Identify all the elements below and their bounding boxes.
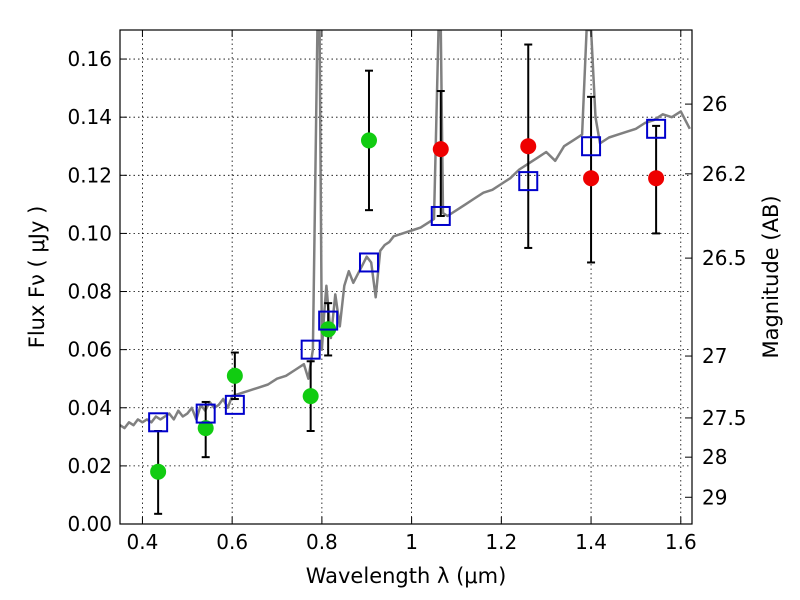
y-tick-label: 0.00 (67, 512, 112, 536)
model-band-square (300, 339, 321, 360)
y2-tick-label: 29 (702, 485, 727, 509)
model-band-square (195, 403, 216, 424)
y-tick-label: 0.12 (67, 163, 112, 187)
y2-tick-label: 28 (702, 445, 727, 469)
model-band-square (581, 136, 602, 157)
green-data-point (150, 463, 167, 480)
model-spectrum-line (120, 30, 691, 430)
green-data-point (360, 132, 377, 149)
model-band-square (148, 412, 169, 433)
green-data-point (302, 388, 319, 405)
x-tick-label: 0.4 (127, 530, 159, 554)
y2-tick-label: 26.5 (702, 246, 747, 270)
x-tick-label: 0.6 (216, 530, 248, 554)
y2-tick-label: 26 (702, 92, 727, 116)
x-tick-label: 1.4 (575, 530, 607, 554)
y2-tick-label: 27.5 (702, 406, 747, 430)
y-axis-label: Flux Fν ( μJy ) (25, 206, 49, 349)
plot-area (120, 30, 691, 515)
model-band-square (518, 171, 539, 192)
model-band-square (358, 252, 379, 273)
y2-tick-label: 26.2 (702, 162, 747, 186)
x-tick-label: 0.8 (306, 530, 338, 554)
red-data-point (520, 138, 537, 155)
x-tick-label: 1.6 (665, 530, 697, 554)
red-data-point (432, 141, 449, 158)
x-axis-label: Wavelength λ (μm) (306, 564, 507, 588)
y-tick-label: 0.10 (67, 221, 112, 245)
y-tick-label: 0.06 (67, 338, 112, 362)
plot-frame (119, 29, 693, 525)
y-tick-label: 0.16 (67, 47, 112, 71)
x-tick-label: 1.2 (485, 530, 517, 554)
x-tick-label: 1 (405, 530, 418, 554)
y2-tick-label: 27 (702, 344, 727, 368)
axis-ticks: 0.4 0.6 0.8 1 1.2 1.4 1.6 0.00 0.02 0.04 0.06 0.08 0… (67, 30, 747, 554)
y2-axis-label: Magnitude (AB) (759, 195, 783, 358)
model-band-square (646, 118, 667, 139)
green-data-point (226, 367, 243, 384)
red-data-point (648, 170, 665, 187)
model-band-square (430, 205, 451, 226)
y-tick-label: 0.04 (67, 396, 112, 420)
green-data-point (197, 420, 214, 437)
y-tick-label: 0.02 (67, 454, 112, 478)
model-band-square (224, 394, 245, 415)
red-data-point (583, 170, 600, 187)
y-tick-label: 0.14 (67, 105, 112, 129)
model-band-square (318, 310, 339, 331)
y-tick-label: 0.08 (67, 280, 112, 304)
